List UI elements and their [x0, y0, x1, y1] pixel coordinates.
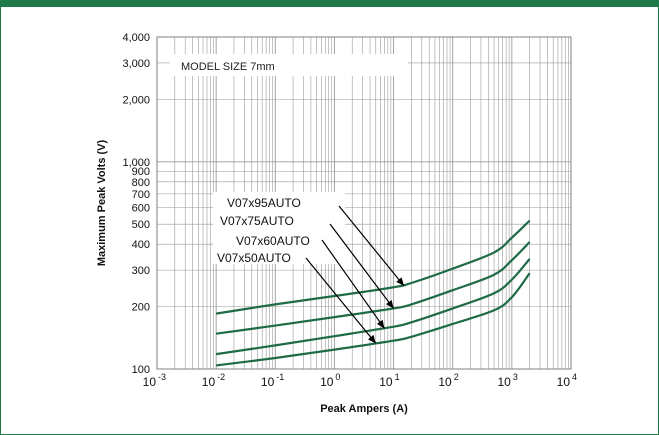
- y-axis-label: Maximum Peak Volts (V): [96, 140, 108, 267]
- x-tick-label: 10: [379, 375, 393, 389]
- series-label: V07x75AUTO: [220, 214, 294, 228]
- x-tick-exponent: 0: [335, 372, 340, 382]
- y-tick-label: 800: [132, 177, 150, 189]
- y-tick-label: 900: [132, 166, 150, 178]
- arrow-line: [338, 205, 405, 287]
- series-labels: V07x95AUTO V07x75AUTO V07x60AUTO V07x50AUTO: [217, 196, 310, 265]
- y-tick-label: 300: [132, 265, 150, 277]
- model-size-box: [170, 54, 408, 76]
- x-tick-exponent: -2: [217, 372, 225, 382]
- series-line: [216, 272, 531, 367]
- series-label-box: [213, 192, 345, 264]
- x-tick-label: 10: [202, 375, 216, 389]
- arrow-line: [321, 239, 385, 329]
- x-tick-exponent: 1: [395, 372, 400, 382]
- x-tick-exponent: 3: [513, 372, 518, 382]
- y-tick-label: 400: [132, 239, 150, 251]
- y-tick-label: 2,000: [122, 94, 150, 106]
- arrow-head: [385, 299, 394, 309]
- series-group: [215, 219, 531, 367]
- y-tick-label: 700: [132, 189, 150, 201]
- arrow-line: [329, 223, 395, 309]
- x-tick-exponent: -1: [276, 372, 284, 382]
- y-tick-label: 1,000: [122, 157, 150, 169]
- y-tick-label: 500: [132, 219, 150, 231]
- arrow-head: [367, 334, 376, 344]
- y-tick-label: 600: [132, 203, 150, 215]
- arrow-head: [376, 319, 385, 329]
- series-line: [215, 258, 531, 356]
- x-tick-label: 10: [320, 375, 334, 389]
- model-size-label: MODEL SIZE 7mm: [181, 61, 275, 73]
- x-tick-label: 10: [557, 375, 571, 389]
- series-line: [215, 219, 531, 315]
- series-label: V07x95AUTO: [227, 196, 301, 210]
- arrow-head: [396, 277, 404, 286]
- arrows-group: [305, 205, 405, 344]
- x-axis-label: Peak Ampers (A): [320, 403, 408, 415]
- plot-border: [156, 36, 572, 370]
- x-tick-exponent: 4: [572, 372, 577, 382]
- arrow-line: [305, 257, 377, 344]
- x-tick-label: 10: [261, 375, 275, 389]
- x-tick-exponent: -3: [158, 372, 166, 382]
- y-tick-label: 4,000: [122, 32, 150, 44]
- frame-top-bar: [1, 1, 659, 7]
- series-label: V07x60AUTO: [236, 234, 310, 248]
- y-tick-label: 100: [132, 364, 150, 376]
- x-tick-label: 10: [143, 375, 157, 389]
- series-label: V07x50AUTO: [217, 251, 291, 265]
- x-tick-label: 10: [497, 375, 511, 389]
- y-tick-label: 3,000: [122, 58, 150, 70]
- x-tick-label: 10: [438, 375, 452, 389]
- x-tick-exponent: 2: [454, 372, 459, 382]
- y-tick-label: 200: [132, 302, 150, 314]
- x-tick-labels: 10 -3 10 -2 10 -1 10 0 10 1 10 2 10 3 10 4: [143, 372, 577, 389]
- series-line: [215, 241, 531, 335]
